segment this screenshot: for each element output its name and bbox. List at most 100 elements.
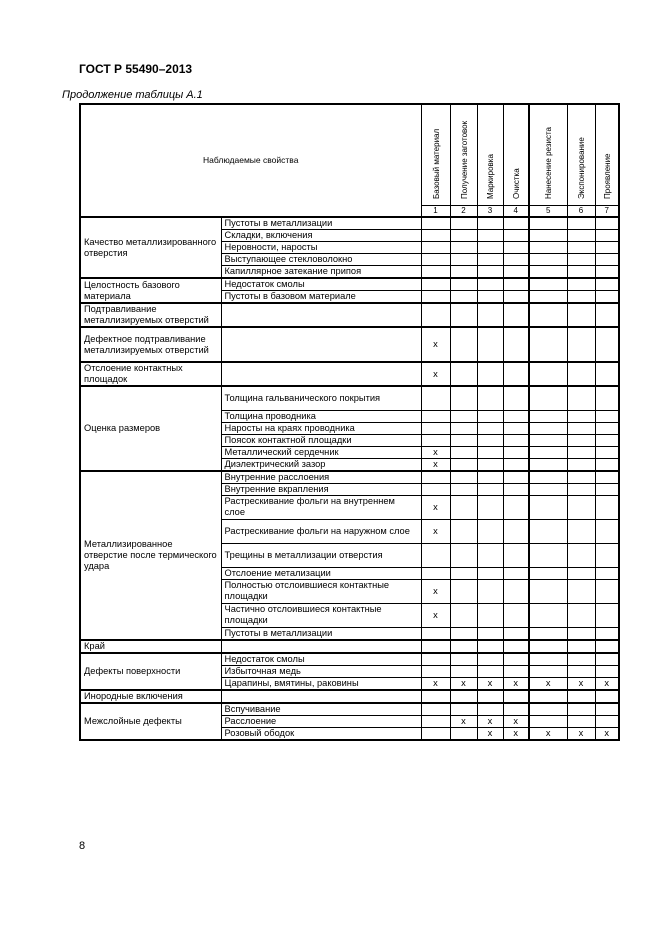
property-label: Царапины, вмятины, раковины — [220, 676, 422, 690]
mark-cell — [502, 326, 530, 363]
mark-cell — [566, 253, 596, 266]
mark-cell — [502, 385, 530, 411]
mark-cell — [594, 701, 620, 716]
property-label: Вспучивание — [220, 701, 422, 716]
mark-cell — [528, 302, 568, 328]
mark-cell — [420, 385, 451, 411]
property-label: Диэлектрический зазор — [220, 457, 422, 471]
mark-cell — [449, 385, 478, 411]
mark-cell — [502, 638, 530, 653]
mark-cell — [594, 457, 620, 471]
column-header-label: Экспонирование — [577, 137, 586, 199]
mark-cell — [594, 626, 620, 640]
property-label — [220, 326, 422, 363]
mark-cell — [420, 701, 451, 716]
mark-cell — [528, 265, 568, 279]
mark-cell — [566, 445, 596, 459]
mark-cell — [449, 216, 478, 230]
property-label: Избыточная медь — [220, 664, 422, 678]
mark-cell — [449, 433, 478, 447]
mark-cell: x — [476, 726, 504, 740]
mark-cell — [420, 229, 451, 242]
mark-cell — [502, 664, 530, 678]
mark-cell — [420, 277, 451, 291]
mark-cell — [476, 409, 504, 423]
property-label: Розовый ободок — [220, 726, 422, 740]
mark-cell — [502, 216, 530, 230]
mark-cell — [502, 241, 530, 254]
column-header-label: Проявление — [602, 153, 612, 200]
mark-cell — [528, 445, 568, 459]
mark-cell — [476, 651, 504, 666]
mark-cell — [528, 326, 568, 363]
property-label — [220, 638, 422, 653]
group-label: Целостность базового материала — [79, 277, 222, 304]
mark-cell — [449, 518, 478, 544]
property-label: Недостаток смолы — [220, 651, 422, 666]
mark-cell — [594, 638, 620, 653]
mark-cell: x — [566, 726, 596, 740]
mark-cell — [476, 494, 504, 520]
mark-cell — [476, 241, 504, 254]
property-label: Внутренние расслоения — [220, 469, 422, 484]
column-number: 6 — [566, 205, 596, 218]
mark-cell — [594, 566, 620, 580]
group-label: Оценка размеров — [79, 385, 222, 471]
mark-cell — [476, 433, 504, 447]
column-header: Базовый материал — [420, 103, 451, 206]
table-row: Дефекты поверхности Недостаток смолы — [79, 651, 620, 690]
table-row: Подтравливание металлизируемых отверстий — [79, 302, 620, 328]
column-header: Очистка — [502, 103, 530, 206]
mark-cell — [594, 542, 620, 568]
mark-cell — [594, 253, 620, 266]
mark-cell — [502, 457, 530, 471]
mark-cell — [528, 469, 568, 484]
mark-cell — [449, 326, 478, 363]
mark-cell — [502, 518, 530, 544]
mark-cell — [476, 701, 504, 716]
mark-cell — [594, 241, 620, 254]
column-header: Экспонирование — [566, 103, 596, 206]
mark-cell — [476, 518, 504, 544]
mark-cell — [449, 290, 478, 304]
mark-cell — [528, 409, 568, 423]
mark-cell — [594, 290, 620, 304]
mark-cell — [566, 566, 596, 580]
mark-cell: x — [420, 578, 451, 604]
mark-cell — [566, 494, 596, 520]
property-label: Отслоение метализации — [220, 566, 422, 580]
mark-cell — [476, 457, 504, 471]
mark-cell — [566, 578, 596, 604]
mark-cell — [528, 518, 568, 544]
mark-cell — [449, 469, 478, 484]
mark-cell — [528, 542, 568, 568]
mark-cell — [502, 277, 530, 291]
mark-cell — [566, 326, 596, 363]
mark-cell — [594, 326, 620, 363]
mark-cell — [420, 726, 451, 740]
table-row: Частично отслоившиеся контактные площадк… — [80, 602, 620, 628]
mark-cell — [502, 253, 530, 266]
mark-cell — [566, 433, 596, 447]
mark-cell — [594, 433, 620, 447]
mark-cell — [528, 701, 568, 716]
column-number: 4 — [502, 205, 530, 218]
mark-cell — [502, 701, 530, 716]
mark-cell: x — [420, 326, 451, 363]
mark-cell — [420, 265, 451, 279]
group-label: Инородные включения — [79, 688, 222, 703]
mark-cell — [449, 253, 478, 266]
table-caption: Продолжение таблицы А.1 — [62, 89, 203, 101]
mark-cell — [594, 688, 620, 703]
property-label: Пустоты в металлизации — [220, 626, 422, 640]
mark-cell — [449, 701, 478, 716]
mark-cell: x — [420, 457, 451, 471]
mark-cell — [528, 421, 568, 435]
mark-cell — [566, 469, 596, 484]
mark-cell — [528, 253, 568, 266]
mark-cell — [566, 688, 596, 703]
table-row: Инородные включения — [79, 688, 620, 703]
table-row: Межслойные дефекты Вспучивание — [79, 701, 620, 740]
mark-cell — [594, 469, 620, 484]
mark-cell — [420, 638, 451, 653]
